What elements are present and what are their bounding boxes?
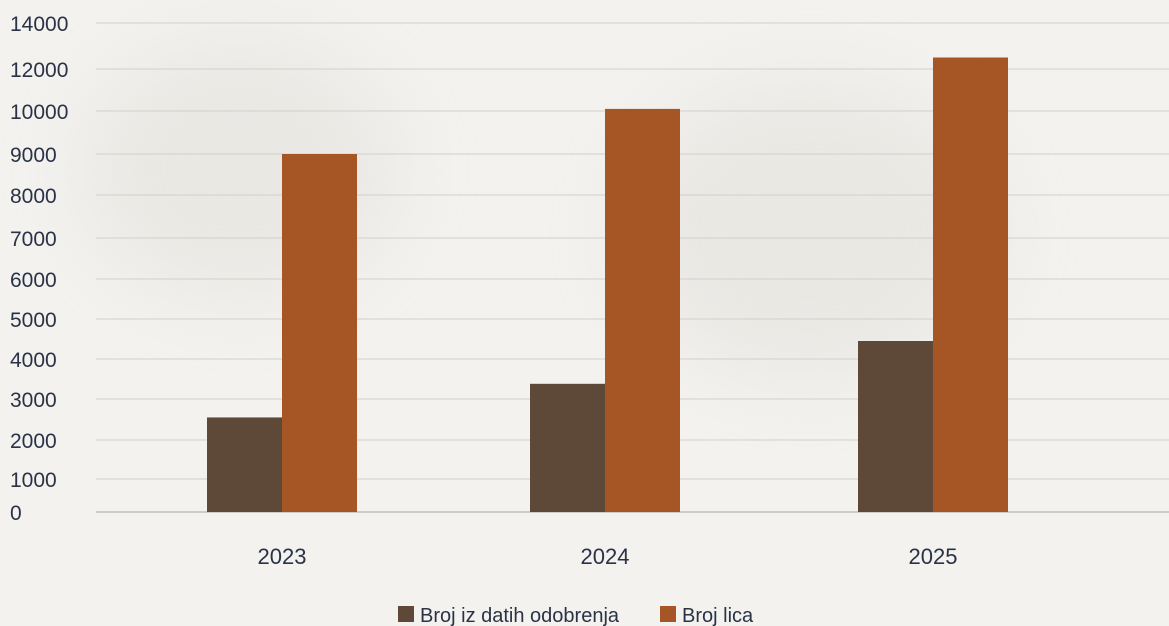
- y-tick-label: 7000: [10, 228, 57, 251]
- legend-label: Broj iz datih odobrenja: [420, 605, 620, 626]
- bar-broj-iz-datih-odobrenja-2023: [207, 417, 282, 512]
- legend-swatch: [398, 606, 414, 622]
- x-tick-label: 2025: [909, 544, 958, 569]
- legend-label: Broj lica: [682, 605, 754, 626]
- y-tick-label: 14000: [10, 13, 68, 36]
- y-tick-label: 9000: [10, 144, 57, 167]
- x-tick-label: 2024: [581, 544, 630, 569]
- bar-broj-iz-datih-odobrenja-2025: [858, 341, 933, 512]
- y-tick-label: 0: [10, 502, 22, 525]
- y-tick-label: 5000: [10, 309, 57, 332]
- bar-broj-iz-datih-odobrenja-2024: [530, 383, 605, 512]
- y-tick-label: 2000: [10, 430, 57, 453]
- bar-broj-lica-2025: [933, 57, 1008, 512]
- y-tick-label: 6000: [10, 269, 57, 292]
- y-tick-label: 4000: [10, 349, 57, 372]
- y-tick-label: 1000: [10, 469, 57, 492]
- y-tick-label: 12000: [10, 59, 68, 82]
- legend-swatch: [660, 606, 676, 622]
- bar-broj-lica-2024: [605, 108, 680, 513]
- y-tick-label: 10000: [10, 101, 68, 124]
- bar-broj-lica-2023: [282, 154, 357, 512]
- x-tick-label: 2023: [258, 544, 307, 569]
- y-tick-label: 8000: [10, 185, 57, 208]
- y-tick-label: 3000: [10, 389, 57, 412]
